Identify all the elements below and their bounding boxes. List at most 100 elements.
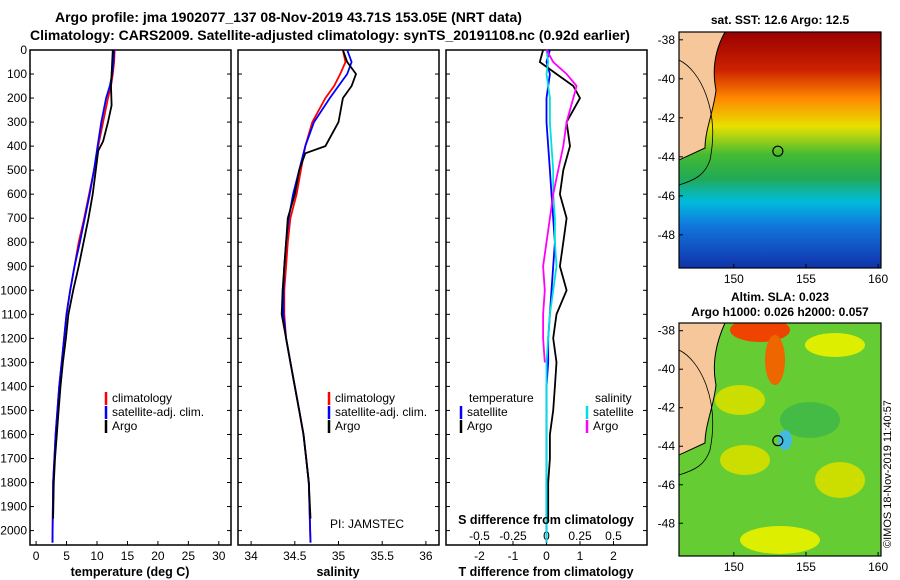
map-lat-label: -40: [658, 72, 676, 86]
legend-label-climatology: climatology: [335, 391, 395, 405]
x-tick-label: -2: [474, 549, 485, 563]
x-tick-label: -1: [508, 549, 519, 563]
depth-tick-label: 700: [7, 211, 27, 225]
sst-map-ticks: 150 155 160 -38 -40 -42 -44 -46 -48: [658, 33, 889, 286]
map-lon-label: 155: [796, 560, 816, 574]
salinity-axis-label: salinity: [316, 565, 359, 579]
depth-axis: 0 100 200 300 400 500 600 700 800 900 1000 1100 1200…: [0, 43, 647, 538]
depth-tick-label: 1500: [0, 403, 27, 417]
sla-blob: [740, 526, 820, 554]
map-lat-label: -40: [658, 362, 676, 376]
series-salinity-satellite: [545, 49, 558, 543]
series-salinity-argo: [542, 49, 578, 363]
depth-tick-label: 1700: [0, 451, 27, 465]
depth-tick-label: 300: [7, 115, 27, 129]
map-lat-label: -42: [658, 401, 676, 415]
salinity-legend: climatology satellite-adj. clim. Argo: [327, 391, 427, 433]
depth-tick-label: 0: [20, 43, 27, 57]
depth-tick-label: 900: [7, 259, 27, 273]
sla-blob: [765, 335, 785, 385]
temperature-panel-frame: [29, 49, 232, 546]
x-tick-label: 30: [212, 549, 226, 563]
depth-tick-label: 1800: [0, 476, 27, 490]
depth-tick-label: 100: [7, 67, 27, 81]
series-satellite-adj-clim: [282, 49, 353, 543]
salinity-plot: 34 34.5 35 35.5 36: [244, 49, 433, 563]
x-tick-label: 34.5: [283, 549, 307, 563]
x-tick-label: 1: [577, 549, 584, 563]
sla-map-title-1: Altim. SLA: 0.023: [731, 290, 829, 304]
legend-label-climatology: climatology: [112, 391, 172, 405]
legend-label-t-argo: Argo: [467, 419, 493, 433]
map-lon-label: 160: [868, 272, 888, 286]
map-lat-label: -44: [658, 150, 676, 164]
x-tick-label: 2: [610, 549, 617, 563]
map-lon-label: 160: [868, 560, 888, 574]
x-tick-label: 35.5: [371, 549, 395, 563]
sla-map-ticks: 150 155 160 -38 -40 -42 -44 -46 -48: [658, 324, 889, 574]
sla-blob: [730, 323, 790, 342]
legend-label-s-argo: Argo: [593, 419, 619, 433]
x-tick-label: 0: [33, 549, 40, 563]
salinity-panel-frame: [237, 49, 440, 546]
depth-tick-label: 2000: [0, 524, 27, 538]
x-tick-label: 34: [244, 549, 258, 563]
depth-tick-label: 1200: [0, 331, 27, 345]
map-lat-label: -46: [658, 189, 676, 203]
sla-map: Altim. SLA: 0.023 Argo h1000: 0.026 h200…: [658, 290, 889, 574]
legend-label-argo: Argo: [335, 419, 361, 433]
temperature-axis-label: temperature (deg C): [71, 565, 190, 579]
sla-map-frame: [678, 322, 882, 557]
legend-label-satellite: satellite-adj. clim.: [335, 405, 427, 419]
x-tick-label: 36: [419, 549, 433, 563]
x-tick-label: 5: [63, 549, 70, 563]
legend-label-argo: Argo: [112, 419, 138, 433]
map-lat-label: -38: [658, 324, 676, 338]
legend-label-s-satellite: satellite: [593, 405, 634, 419]
sst-map-frame: [678, 31, 882, 269]
sla-map-title-2: Argo h1000: 0.026 h2000: 0.057: [691, 305, 869, 319]
t-difference-axis-label: T difference from climatology: [458, 565, 633, 579]
depth-tick-label: 800: [7, 235, 27, 249]
map-lat-label: -44: [658, 439, 676, 453]
sst-land-tasmania: [679, 32, 726, 161]
depth-tick-label: 500: [7, 163, 27, 177]
series-climatology: [283, 49, 347, 543]
series-satellite-adj-clim: [51, 49, 115, 543]
difference-plot: -2 -1 0 1 2-0.5 -0.25 0 0.25 0.5: [469, 49, 622, 563]
series-argo: [280, 49, 358, 519]
x2-tick-label: -0.25: [499, 529, 527, 543]
map-lat-label: -46: [658, 478, 676, 492]
series-climatology: [51, 49, 116, 543]
title-line-1: Argo profile: jma 1902077_137 08-Nov-201…: [55, 9, 522, 25]
sla-blob: [778, 430, 792, 450]
sst-coast-contour: [679, 59, 714, 186]
sla-blob: [815, 462, 865, 498]
legend-title-salinity: salinity: [595, 391, 632, 405]
series-argo: [52, 49, 114, 519]
legend-title-temperature: temperature: [469, 391, 534, 405]
x2-tick-label: -0.5: [469, 529, 490, 543]
map-lat-label: -48: [658, 516, 676, 530]
sst-map-title: sat. SST: 12.6 Argo: 12.5: [711, 13, 850, 27]
pi-label: PI: JAMSTEC: [330, 517, 404, 531]
x2-tick-label: 0.25: [568, 529, 592, 543]
legend-label-t-satellite: satellite: [467, 405, 508, 419]
x-tick-label: 20: [151, 549, 165, 563]
title-line-2: Climatology: CARS2009. Satellite-adjuste…: [30, 27, 630, 43]
x-tick-label: 35: [332, 549, 346, 563]
depth-tick-label: 1400: [0, 379, 27, 393]
map-lon-label: 155: [796, 272, 816, 286]
sla-blob: [805, 333, 865, 357]
x2-tick-label: 0.5: [605, 529, 622, 543]
depth-tick-label: 200: [7, 91, 27, 105]
sla-blob: [720, 445, 770, 475]
map-lat-label: -42: [658, 111, 676, 125]
legend-label-satellite: satellite-adj. clim.: [112, 405, 204, 419]
sla-argo-marker: [772, 435, 784, 447]
series-temperature-argo: [538, 49, 582, 519]
sla-coast-contour: [679, 349, 714, 476]
depth-tick-label: 1900: [0, 500, 27, 514]
x-tick-label: 10: [90, 549, 104, 563]
